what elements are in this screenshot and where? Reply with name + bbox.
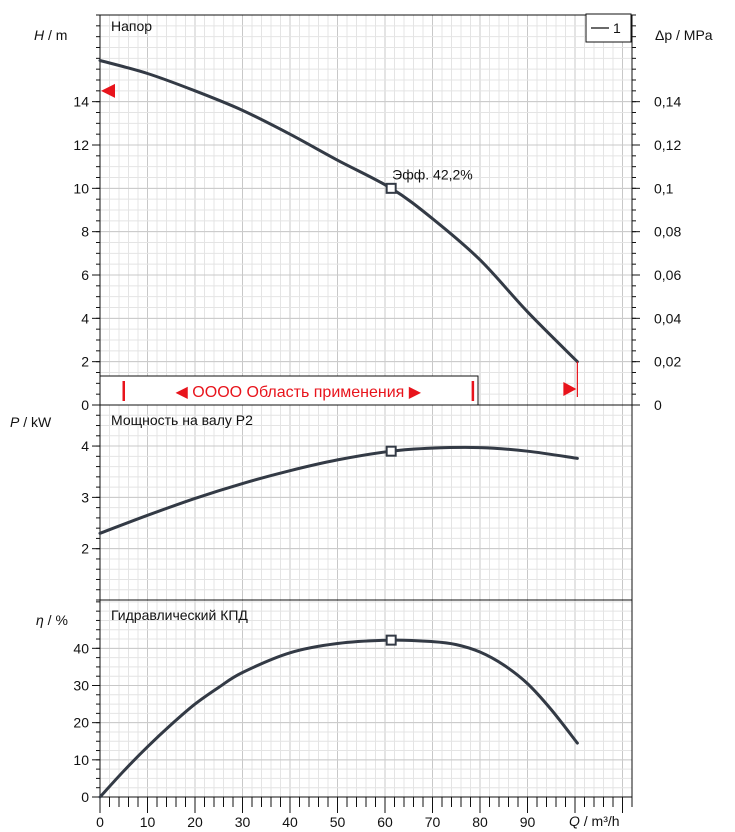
y-tick-label: 10 (73, 752, 89, 768)
y-tick-label: 12 (73, 137, 89, 153)
curve-series-1 (98, 59, 579, 364)
y2-tick-label: 0,1 (654, 180, 674, 196)
legend-entry: 1 (613, 20, 621, 36)
x-tick-label: 30 (235, 814, 251, 830)
efficiency-annotation: Эфф. 42,2% (392, 166, 473, 182)
efficiency-panel: 0 10 20 30 40 0 10 20 30 40 50 60 70 80 90 (73, 599, 633, 830)
x-tick-label: 70 (425, 814, 441, 830)
y-tick-label: 3 (81, 489, 89, 505)
y2-tick-label: 0,12 (654, 137, 681, 153)
y-tick-label: 2 (81, 541, 89, 557)
pressure-axis-unit: / MPa (672, 27, 713, 43)
head-axis-unit: / m (44, 27, 67, 43)
power-axis-unit: / kW (19, 414, 52, 430)
efficiency-axis-symbol: η (36, 612, 44, 628)
application-range-box (99, 375, 479, 406)
x-tick-label: 10 (140, 814, 156, 830)
flow-axis-symbol: Q (569, 813, 580, 829)
y-tick-label: 6 (81, 267, 89, 283)
y2-tick-label: 0,04 (654, 310, 681, 326)
head-axis-symbol: H (34, 27, 45, 43)
power-panel-title: Мощность на валу P2 (111, 412, 253, 428)
head-start-arrow (101, 83, 115, 98)
y-tick-label: 30 (73, 677, 89, 693)
efficiency-panel-title: Гидравлический КПД (111, 607, 248, 623)
flow-end-arrow (563, 382, 577, 396)
power-axis-symbol: P (10, 414, 20, 430)
flow-axis-unit: / m³/h (580, 813, 620, 829)
y-tick-label: 10 (73, 180, 89, 196)
x-tick-label: 80 (472, 814, 488, 830)
y-tick-label: 8 (81, 224, 89, 240)
operating-point-marker (385, 445, 397, 457)
y-tick-label: 14 (73, 94, 89, 110)
power-panel: 2 3 4 (81, 404, 633, 601)
y-tick-label: 0 (81, 397, 89, 413)
y-tick-label: 0 (81, 789, 89, 805)
y2-tick-label: 0,06 (654, 267, 681, 283)
head-panel-title: Напор (111, 18, 152, 34)
y-tick-label: 2 (81, 354, 89, 370)
pressure-axis-title: Δp / MPa (655, 27, 713, 43)
x-tick-label: 0 (96, 814, 104, 830)
x-tick-label: 60 (377, 814, 393, 830)
y2-tick-label: 0,08 (654, 224, 681, 240)
power-axis-title: P / kW (10, 414, 52, 430)
x-tick-label: 50 (330, 814, 346, 830)
head-axis-title: H / m (34, 27, 67, 43)
y-tick-label: 20 (73, 715, 89, 731)
efficiency-axis-title: η / % (36, 612, 68, 628)
y2-tick-label: 0,02 (654, 354, 681, 370)
operating-point-marker (385, 634, 397, 646)
curve-series-1 (98, 445, 579, 535)
flow-axis-title: Q / m³/h (569, 813, 620, 829)
y2-tick-label: 0 (654, 397, 662, 413)
y-tick-label: 40 (73, 640, 89, 656)
efficiency-axis-unit: / % (44, 612, 68, 628)
x-tick-label: 40 (282, 814, 298, 830)
operating-point-marker (385, 182, 397, 194)
application-range-label: ◀ OOOO Область применения ▶ (176, 384, 422, 401)
y-tick-label: 4 (81, 438, 89, 454)
x-tick-label: 20 (187, 814, 203, 830)
y2-tick-label: 0,14 (654, 94, 681, 110)
y-tick-label: 4 (81, 310, 89, 326)
curve-series-1 (98, 638, 579, 799)
pressure-axis-symbol: Δp (655, 27, 672, 43)
x-tick-label: 90 (520, 814, 536, 830)
